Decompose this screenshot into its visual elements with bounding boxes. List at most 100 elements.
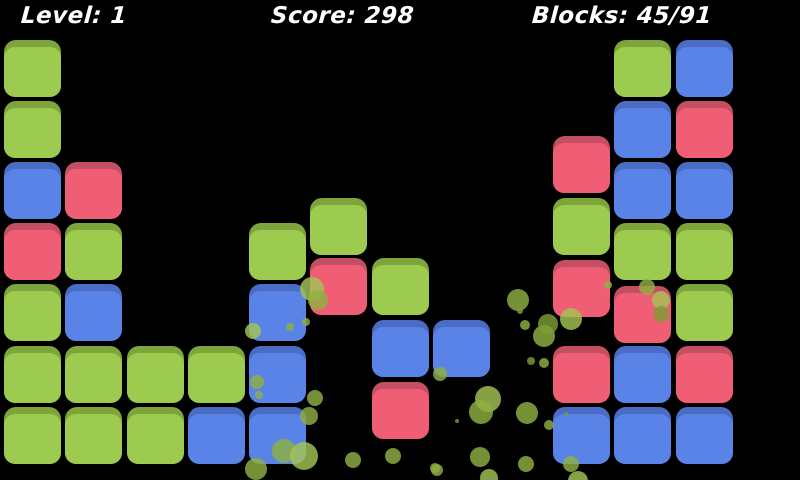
destruction-particle (345, 452, 361, 468)
block-green[interactable] (4, 284, 61, 341)
block-face (65, 169, 122, 219)
block-face (614, 47, 671, 97)
block-blue[interactable] (614, 407, 671, 464)
block-face (614, 414, 671, 464)
destruction-particle (290, 442, 318, 470)
block-red[interactable] (553, 346, 610, 403)
block-face (4, 230, 61, 280)
block-face (676, 108, 733, 158)
block-red[interactable] (553, 136, 610, 193)
block-green[interactable] (127, 407, 184, 464)
block-red[interactable] (372, 382, 429, 439)
block-red[interactable] (676, 346, 733, 403)
block-green[interactable] (4, 101, 61, 158)
block-green[interactable] (614, 223, 671, 280)
destruction-particle (520, 320, 530, 330)
destruction-particle (539, 358, 549, 368)
block-green[interactable] (65, 346, 122, 403)
block-face (372, 265, 429, 315)
destruction-particle (527, 357, 535, 365)
block-face (614, 108, 671, 158)
block-face (65, 230, 122, 280)
block-face (310, 205, 367, 255)
destruction-particle (385, 448, 401, 464)
block-green[interactable] (372, 258, 429, 315)
destruction-particle (507, 289, 529, 311)
destruction-particle (455, 419, 459, 423)
block-blue[interactable] (372, 320, 429, 377)
destruction-particle (564, 412, 568, 416)
destruction-particle (563, 456, 579, 472)
block-blue[interactable] (614, 162, 671, 219)
destruction-particle (480, 469, 498, 480)
score-label: Score: 298 (270, 3, 416, 29)
block-face (553, 267, 610, 317)
block-green[interactable] (676, 223, 733, 280)
destruction-particle (245, 323, 261, 339)
block-green[interactable] (553, 198, 610, 255)
block-blue[interactable] (676, 162, 733, 219)
block-green[interactable] (4, 407, 61, 464)
block-red[interactable] (65, 162, 122, 219)
block-face (676, 291, 733, 341)
block-blue[interactable] (65, 284, 122, 341)
destruction-particle (300, 407, 318, 425)
destruction-particle (308, 290, 328, 310)
block-green[interactable] (310, 198, 367, 255)
destruction-particle (653, 306, 669, 322)
block-face (127, 353, 184, 403)
block-face (553, 205, 610, 255)
block-face (553, 353, 610, 403)
blocks-counter-label: Blocks: 45/91 (531, 3, 713, 29)
block-face (188, 414, 245, 464)
destruction-particle (639, 279, 655, 295)
destruction-particle (652, 291, 670, 309)
block-face (676, 169, 733, 219)
block-face (4, 108, 61, 158)
destruction-particle (517, 308, 523, 314)
block-face (4, 291, 61, 341)
destruction-particle (433, 367, 447, 381)
block-red[interactable] (553, 260, 610, 317)
block-blue[interactable] (676, 40, 733, 97)
block-green[interactable] (65, 407, 122, 464)
block-blue[interactable] (676, 407, 733, 464)
block-face (676, 47, 733, 97)
block-face (249, 230, 306, 280)
block-blue[interactable] (188, 407, 245, 464)
block-face (676, 230, 733, 280)
block-blue[interactable] (553, 407, 610, 464)
block-green[interactable] (676, 284, 733, 341)
block-face (614, 169, 671, 219)
block-green[interactable] (4, 40, 61, 97)
destruction-particle (250, 375, 264, 389)
block-face (127, 414, 184, 464)
block-face (614, 230, 671, 280)
destruction-particle (307, 390, 323, 406)
block-red[interactable] (4, 223, 61, 280)
destruction-particle (544, 420, 554, 430)
destruction-particle (302, 318, 310, 326)
block-face (4, 353, 61, 403)
block-face (676, 414, 733, 464)
block-blue[interactable] (4, 162, 61, 219)
destruction-particle (469, 400, 493, 424)
block-red[interactable] (676, 101, 733, 158)
block-green[interactable] (127, 346, 184, 403)
destruction-particle (470, 447, 490, 467)
block-green[interactable] (249, 223, 306, 280)
destruction-particle (604, 281, 612, 289)
block-blue[interactable] (614, 346, 671, 403)
block-blue[interactable] (614, 101, 671, 158)
hud-bar: Level: 1 Score: 298 Blocks: 45/91 (0, 0, 800, 36)
block-green[interactable] (188, 346, 245, 403)
block-green[interactable] (4, 346, 61, 403)
block-green[interactable] (614, 40, 671, 97)
destruction-particle (245, 458, 267, 480)
block-face (372, 389, 429, 439)
block-face (676, 353, 733, 403)
block-green[interactable] (65, 223, 122, 280)
block-face (4, 169, 61, 219)
